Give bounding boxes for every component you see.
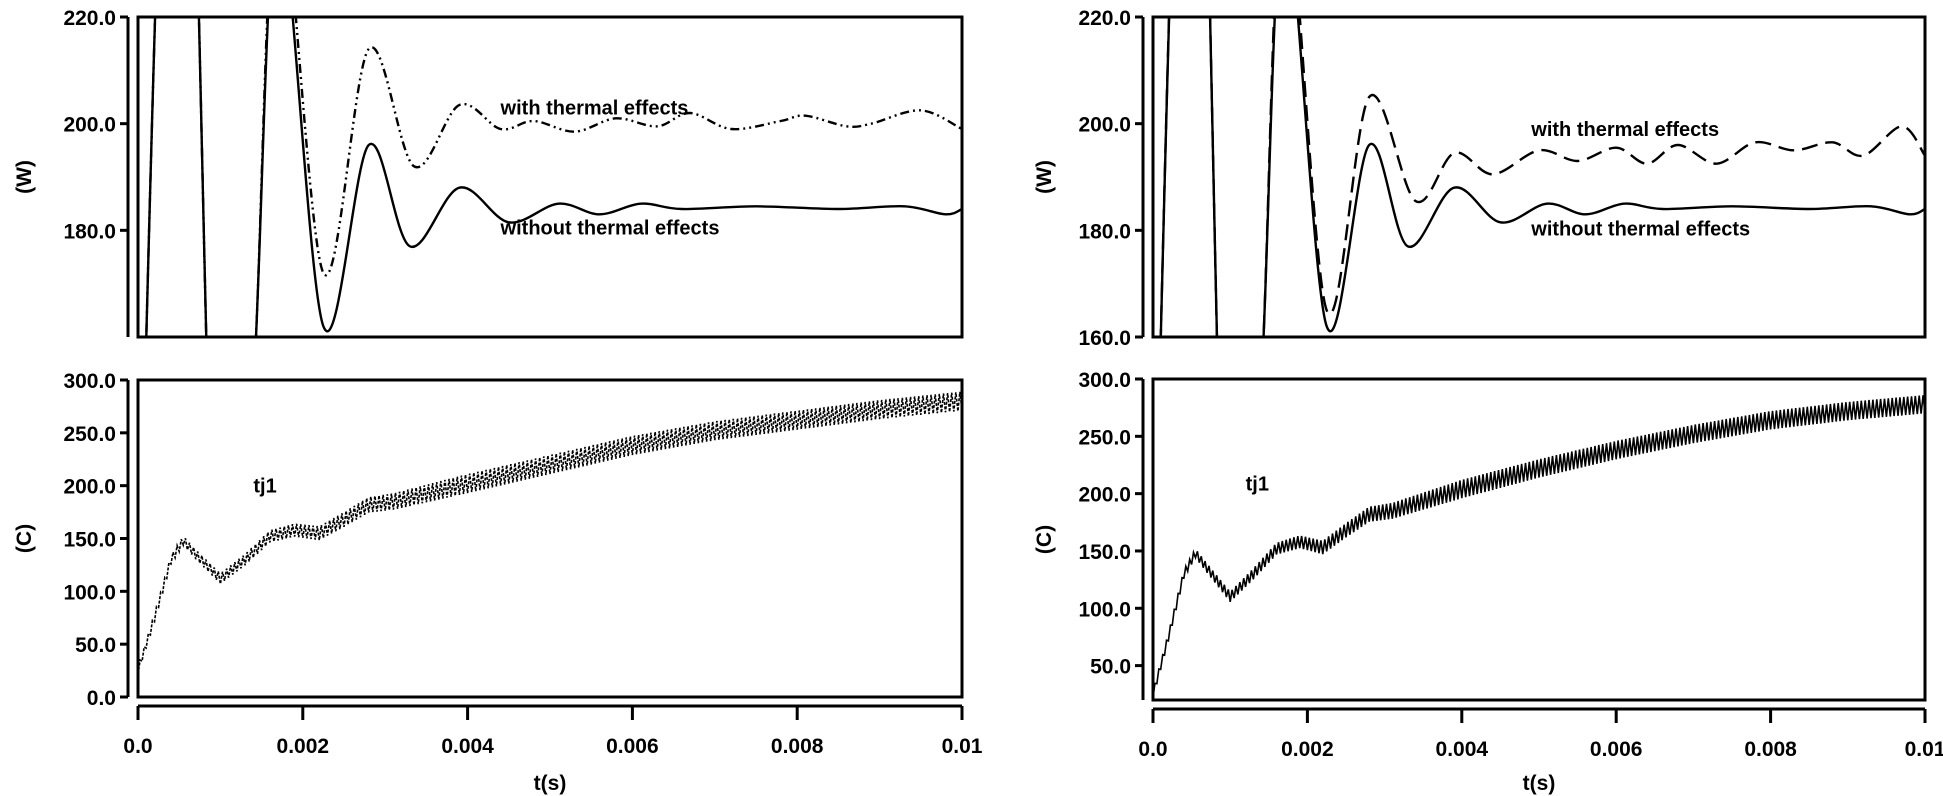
plot-frame (1151, 15, 1927, 339)
x-tick-label: 0.008 (771, 735, 824, 758)
x-axis-label: t(s) (534, 772, 567, 795)
y-tick-label: 250.0 (63, 423, 116, 446)
annotation-label: tj1 (253, 476, 276, 498)
y-tick-label: 50.0 (75, 634, 116, 657)
y-tick-label: 100.0 (1078, 598, 1131, 621)
x-tick-label: 0.01 (942, 735, 983, 758)
series-line-tj1 (138, 391, 962, 675)
annotation-label: tj1 (1246, 473, 1269, 495)
y-tick-label: 100.0 (63, 581, 116, 604)
x-tick-label: 0.002 (1281, 738, 1334, 761)
chart-bottom-right: 300.0 250.0 200.0 150.0 100.0 50.0 (C) 0.0 0.002… (1033, 369, 1943, 795)
y-tick-label: 300.0 (63, 370, 116, 393)
series-line-solid (145, 17, 962, 337)
y-axis-label: (C) (1033, 525, 1056, 554)
y-tick-label: 0.0 (87, 687, 116, 710)
y-tick-label: 300.0 (1078, 369, 1131, 392)
x-tick-label: 0.006 (606, 735, 659, 758)
x-tick-label: 0.008 (1744, 738, 1797, 761)
annotation-label: without thermal effects (500, 218, 720, 240)
plot-frame (136, 378, 964, 699)
x-tick-label: 0.0 (1138, 738, 1167, 761)
series-line-dash-dot (145, 17, 962, 337)
y-tick-label: 150.0 (1078, 541, 1131, 564)
chart-bottom-left: 300.0 250.0 200.0 150.0 100.0 50.0 0.0 (C) 0.0 0.… (13, 370, 983, 795)
annotation-label: with thermal effects (500, 98, 689, 120)
x-tick-label: 0.006 (1590, 738, 1643, 761)
x-axis-label: t(s) (1523, 772, 1556, 795)
y-axis-label: (C) (13, 524, 36, 553)
y-tick-label: 200.0 (63, 476, 116, 499)
y-axis-label: (W) (13, 160, 36, 194)
x-tick-label: 0.002 (277, 735, 330, 758)
y-tick-label: 250.0 (1078, 426, 1131, 449)
series-line-tj1 (1153, 395, 1925, 699)
annotation-label: without thermal effects (1530, 219, 1750, 241)
y-tick-label: 200.0 (1078, 484, 1131, 507)
y-tick-label: 160.0 (1078, 327, 1131, 350)
y-tick-label: 50.0 (1090, 656, 1131, 679)
y-tick-label: 220.0 (63, 7, 116, 30)
y-tick-label: 180.0 (63, 220, 116, 243)
annotation-label: with thermal effects (1530, 119, 1719, 141)
plot-frame (136, 15, 964, 339)
x-tick-label: 0.01 (1905, 738, 1943, 761)
y-tick-label: 200.0 (63, 114, 116, 137)
x-tick-label: 0.004 (1436, 738, 1489, 761)
plot-frame (1151, 377, 1927, 702)
x-tick-label: 0.004 (441, 735, 494, 758)
series-line-dashed (1159, 17, 1925, 337)
y-tick-label: 150.0 (63, 529, 116, 552)
series-line-solid (1159, 17, 1925, 337)
y-axis-label: (W) (1033, 160, 1056, 194)
chart-top-right: 220.0 200.0 180.0 160.0 (W) with thermal effe… (1033, 7, 1927, 350)
y-tick-label: 220.0 (1078, 7, 1131, 30)
x-tick-label: 0.0 (123, 735, 152, 758)
y-tick-label: 180.0 (1078, 220, 1131, 243)
chart-top-left: 220.0 200.0 180.0 (W) with thermal effects wi… (13, 7, 964, 339)
y-tick-label: 200.0 (1078, 114, 1131, 137)
